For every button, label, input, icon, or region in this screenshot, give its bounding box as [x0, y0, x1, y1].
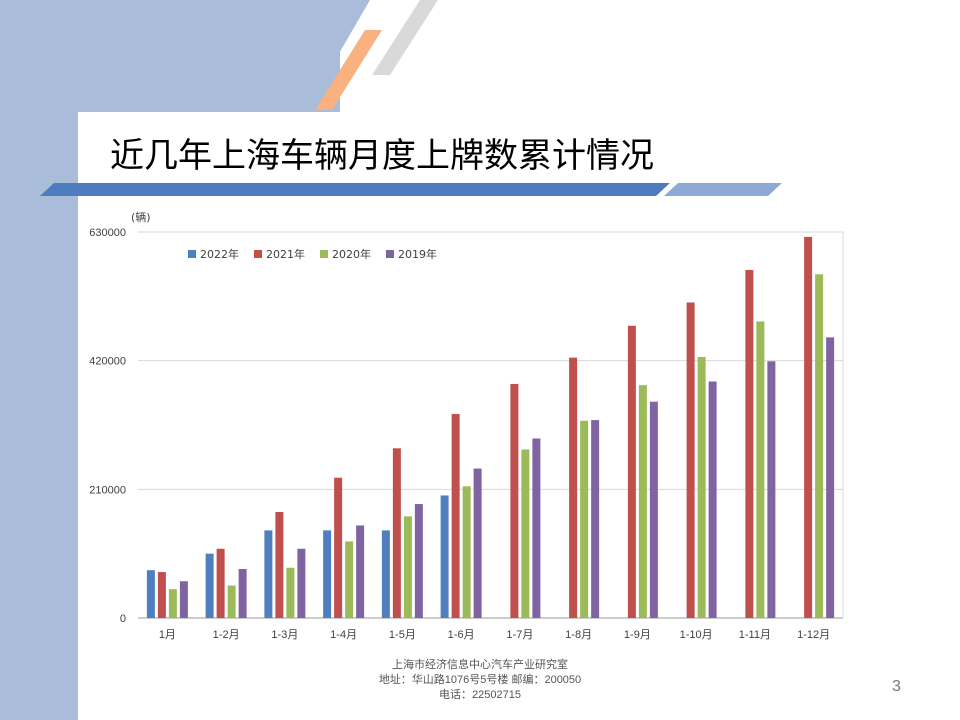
decor-stripe-orange — [315, 30, 382, 110]
x-tick-label: 1-7月 — [506, 629, 533, 641]
bar-2022年-1-2月 — [205, 553, 214, 618]
bar-2021年-1-7月 — [510, 383, 519, 618]
x-tick-label: 1月 — [159, 629, 176, 641]
bar-2020年-1-9月 — [638, 385, 647, 618]
bar-2022年-1-4月 — [323, 530, 332, 618]
x-tick-labels: 1月 1-2月 1-3月 1-4月 1-5月 1-6月 1-7月 1-8月 1-9月 1-10月 1… — [159, 629, 830, 641]
bar-2019年-1-12月 — [826, 337, 835, 618]
bar-2021年-1-4月 — [334, 477, 343, 618]
bar-2020年-1-2月 — [227, 585, 236, 618]
bar-2021年-1月 — [157, 572, 166, 618]
bar-2020年-1-3月 — [286, 567, 295, 618]
legend: 2022年 2021年 2020年 2019年 — [188, 247, 437, 261]
x-tick-label: 1-5月 — [389, 629, 416, 641]
bar-2021年-1-9月 — [627, 325, 636, 618]
bar-2019年-1-2月 — [238, 568, 247, 618]
x-tick-label: 1-12月 — [797, 629, 830, 641]
legend-label: 2021年 — [266, 247, 305, 261]
bar-2020年-1-8月 — [580, 420, 589, 618]
bar-2020年-1月 — [168, 589, 177, 618]
bar-2021年-1-3月 — [275, 512, 284, 618]
decor-stripe-blue — [275, 0, 370, 112]
footer-line-org: 上海市经济信息中心汽车产业研究室 — [392, 659, 568, 671]
x-tick-label: 1-8月 — [565, 629, 592, 641]
y-tick-label: 210000 — [89, 484, 126, 496]
y-tick-label: 420000 — [89, 356, 126, 368]
x-tick-label: 1-6月 — [448, 629, 475, 641]
decor-stripe-grey — [372, 0, 438, 75]
bar-2021年-1-5月 — [392, 448, 401, 618]
legend-swatch — [386, 250, 394, 258]
bar-2019年-1-7月 — [532, 438, 541, 618]
x-tick-label: 1-10月 — [680, 629, 713, 641]
bar-2022年-1-5月 — [381, 530, 390, 618]
bar-2019年-1-10月 — [708, 381, 717, 618]
y-tick-label: 0 — [120, 613, 126, 625]
page-number: 3 — [892, 678, 901, 695]
underline-bar — [40, 183, 670, 196]
x-tick-label: 1-9月 — [624, 629, 651, 641]
y-unit-label: (辆) — [131, 210, 151, 224]
bar-2020年-1-10月 — [697, 356, 706, 618]
footer-contact: 上海市经济信息中心汽车产业研究室 地址：华山路1076号5号楼 邮编：20005… — [340, 658, 620, 703]
bar-2022年-1月 — [146, 570, 155, 618]
bar-2020年-1-5月 — [403, 516, 412, 618]
bar-2022年-1-6月 — [440, 495, 449, 618]
gridlines — [138, 231, 844, 619]
x-tick-label: 1-2月 — [213, 629, 240, 641]
y-tick-label: 630000 — [89, 227, 126, 239]
x-tick-label: 1-11月 — [739, 629, 771, 641]
bar-2021年-1-12月 — [804, 236, 813, 618]
bar-2020年-1-4月 — [345, 541, 354, 618]
legend-label: 2019年 — [398, 247, 437, 261]
bar-2021年-1-11月 — [745, 269, 754, 618]
bar-2020年-1-11月 — [756, 321, 765, 618]
footer-line-phone: 电话：22502715 — [439, 689, 521, 701]
bar-2020年-1-6月 — [462, 486, 471, 618]
underline-accent — [664, 183, 782, 196]
title-panel — [78, 112, 960, 196]
footer-line-address: 地址：华山路1076号5号楼 邮编：200050 — [378, 674, 582, 686]
bar-2019年-1-4月 — [356, 525, 365, 618]
bar-2020年-1-12月 — [815, 274, 824, 618]
bar-2019年-1-3月 — [297, 548, 306, 618]
legend-label: 2022年 — [200, 247, 239, 261]
x-tick-label: 1-3月 — [271, 629, 298, 641]
left-decor-band — [0, 0, 78, 720]
bar-2021年-1-2月 — [216, 548, 225, 618]
bar-2019年-1-5月 — [414, 504, 423, 618]
top-decor-band — [0, 0, 340, 112]
legend-swatch — [320, 250, 328, 258]
bar-2019年-1月 — [179, 581, 188, 618]
y-tick-labels: 0 210000 420000 630000 — [89, 227, 126, 625]
bar-2021年-1-10月 — [686, 302, 695, 618]
bar-2019年-1-9月 — [649, 401, 658, 618]
legend-label: 2020年 — [332, 247, 371, 261]
bar-2021年-1-6月 — [451, 413, 460, 618]
bar-2019年-1-8月 — [591, 420, 600, 618]
bars — [146, 236, 835, 618]
bar-2021年-1-8月 — [569, 357, 578, 618]
legend-swatch — [188, 250, 196, 258]
x-tick-label: 1-4月 — [330, 629, 357, 641]
legend-swatch — [254, 250, 262, 258]
bar-2022年-1-3月 — [264, 530, 273, 618]
bar-2019年-1-11月 — [767, 361, 776, 618]
bar-2019年-1-6月 — [473, 468, 482, 618]
bar-2020年-1-7月 — [521, 449, 530, 618]
slide-title: 近几年上海车辆月度上牌数累计情况 — [110, 136, 654, 176]
